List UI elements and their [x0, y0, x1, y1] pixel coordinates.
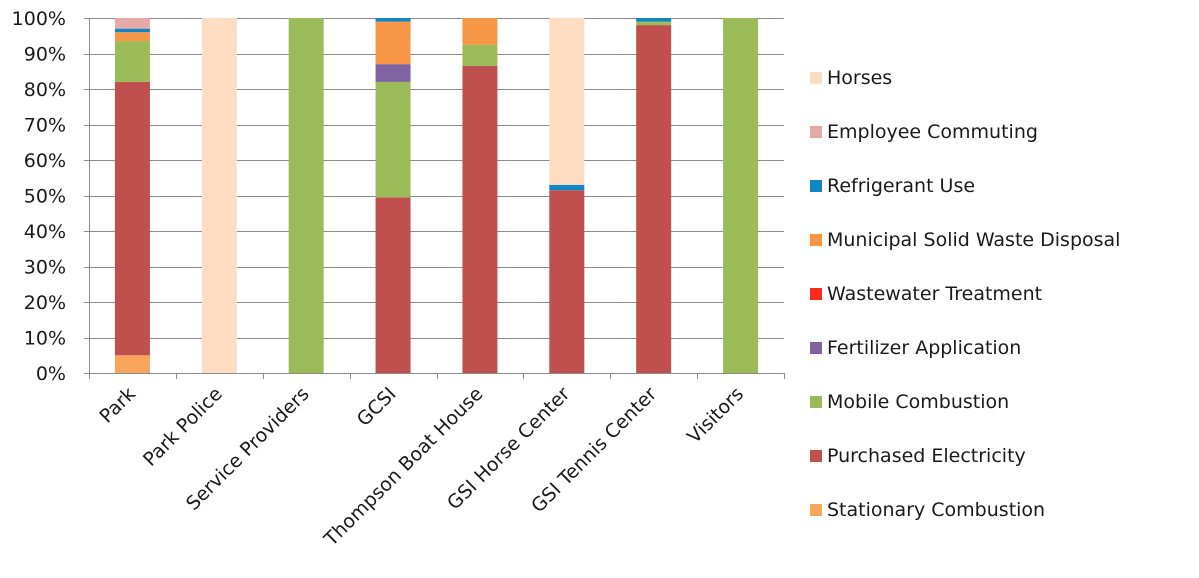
legend-swatch [810, 504, 822, 516]
bar-segment [636, 25, 672, 373]
bar-segment [549, 18, 585, 185]
legend-item: Municipal Solid Waste Disposal [810, 228, 1120, 252]
y-tick-label: 60% [24, 150, 66, 172]
legend-label: Municipal Solid Waste Disposal [827, 229, 1121, 251]
y-tick-label: 30% [24, 257, 66, 279]
bar-segment [375, 81, 411, 198]
bar-segment [288, 18, 324, 373]
y-tick-label: 20% [24, 292, 66, 314]
x-category-label: Thompson Boat House [319, 383, 487, 551]
legend-label: Employee Commuting [827, 121, 1038, 143]
legend-label: Wastewater Treatment [827, 283, 1043, 305]
bar-segment [375, 197, 411, 373]
x-category-label: GCSI [353, 383, 401, 431]
x-category-label: Visitors [683, 383, 748, 448]
bar-segment [114, 32, 150, 42]
bar-segment [375, 18, 411, 22]
bar-segment [723, 18, 759, 373]
bar-segment [114, 28, 150, 33]
x-category-label: Park [95, 383, 140, 428]
y-tick-label: 0% [36, 363, 66, 385]
legend-swatch [810, 450, 822, 462]
legend-item: Purchased Electricity [810, 444, 1026, 468]
legend-swatch [810, 126, 822, 138]
bar-segment [114, 81, 150, 356]
legend-swatch [810, 72, 822, 84]
legend-item: Horses [810, 66, 892, 90]
bar-segment [462, 65, 498, 374]
legend-label: Stationary Combustion [827, 499, 1046, 521]
legend-swatch [810, 396, 822, 408]
legend-label: Mobile Combustion [827, 391, 1010, 413]
legend-item: Wastewater Treatment [810, 282, 1042, 306]
legend-label: Horses [827, 67, 893, 89]
gridlines [89, 18, 784, 374]
legend-label: Purchased Electricity [827, 445, 1026, 467]
bar-segment [636, 18, 672, 22]
y-tick-label: 40% [24, 221, 66, 243]
bar-segment [549, 190, 585, 373]
legend-label: Refrigerant Use [827, 175, 976, 197]
y-tick-labels: 0% 10% 20% 30% 40% 50% 60% 70% 80% 90% 100% [12, 8, 66, 385]
bar-segment [462, 44, 498, 66]
legend-label: Fertilizer Application [827, 337, 1022, 359]
bar-segment [114, 41, 150, 82]
y-tick-label: 80% [24, 79, 66, 101]
legend-item: Stationary Combustion [810, 498, 1045, 522]
legend-swatch [810, 342, 822, 354]
bar-segment [201, 18, 237, 373]
x-category-label: Park Police [139, 383, 227, 471]
bar-segment [375, 21, 411, 65]
bar-segment [636, 21, 672, 26]
legend-item: Mobile Combustion [810, 390, 1009, 414]
y-tick-label: 50% [24, 186, 66, 208]
y-tick-label: 100% [12, 8, 66, 30]
bar-segment [114, 355, 150, 373]
bar-segment [114, 18, 150, 29]
y-tick-label: 70% [24, 115, 66, 137]
legend-item: Fertilizer Application [810, 336, 1021, 360]
bar-segment [462, 18, 498, 45]
y-tick-label: 90% [24, 44, 66, 66]
legend-swatch [810, 288, 822, 300]
y-tick-label: 10% [24, 328, 66, 350]
bars [114, 18, 759, 374]
axes [84, 18, 785, 379]
legend-swatch [810, 234, 822, 246]
legend-item: Employee Commuting [810, 120, 1038, 144]
bar-segment [375, 64, 411, 82]
legend-swatch [810, 180, 822, 192]
bar-segment [549, 184, 585, 191]
legend-item: Refrigerant Use [810, 174, 975, 198]
